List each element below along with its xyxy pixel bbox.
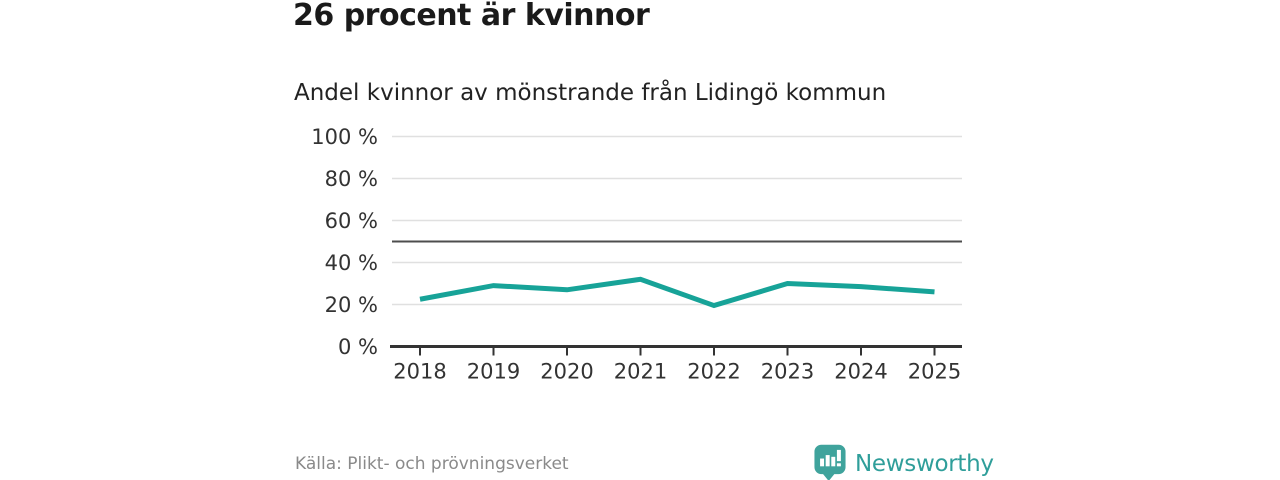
page-title: 26 procent är kvinnor xyxy=(293,0,650,33)
x-tick-label: 2022 xyxy=(687,360,740,384)
y-tick-label: 20 % xyxy=(325,293,378,317)
x-tick-label: 2025 xyxy=(908,360,961,384)
x-tick-label: 2018 xyxy=(393,360,446,384)
x-tick-label: 2024 xyxy=(834,360,887,384)
y-tick-label: 100 % xyxy=(311,125,378,149)
y-tick-label: 40 % xyxy=(325,251,378,275)
y-tick-label: 0 % xyxy=(338,335,378,359)
y-tick-label: 60 % xyxy=(325,209,378,233)
line-chart: 0 % 20 % 40 % 60 % 80 % 100 % 2018 2019 2020 2021… xyxy=(280,118,980,398)
x-tick-label: 2023 xyxy=(761,360,814,384)
y-tick-label: 80 % xyxy=(325,167,378,191)
line-chart-svg: 0 % 20 % 40 % 60 % 80 % 100 % 2018 2019 2020 2021… xyxy=(311,125,962,384)
newsworthy-brand: Newsworthy xyxy=(812,443,994,480)
newsworthy-logo-icon xyxy=(812,443,848,480)
chart-subtitle: Andel kvinnor av mönstrande från Lidingö… xyxy=(294,80,887,106)
x-tick-label: 2019 xyxy=(467,360,520,384)
newsworthy-wordmark: Newsworthy xyxy=(855,451,994,477)
x-tick-label: 2020 xyxy=(540,360,593,384)
source-attribution: Källa: Plikt- och prövningsverket xyxy=(295,454,569,474)
data-line-series xyxy=(419,276,935,309)
x-tick-label: 2021 xyxy=(614,360,667,384)
